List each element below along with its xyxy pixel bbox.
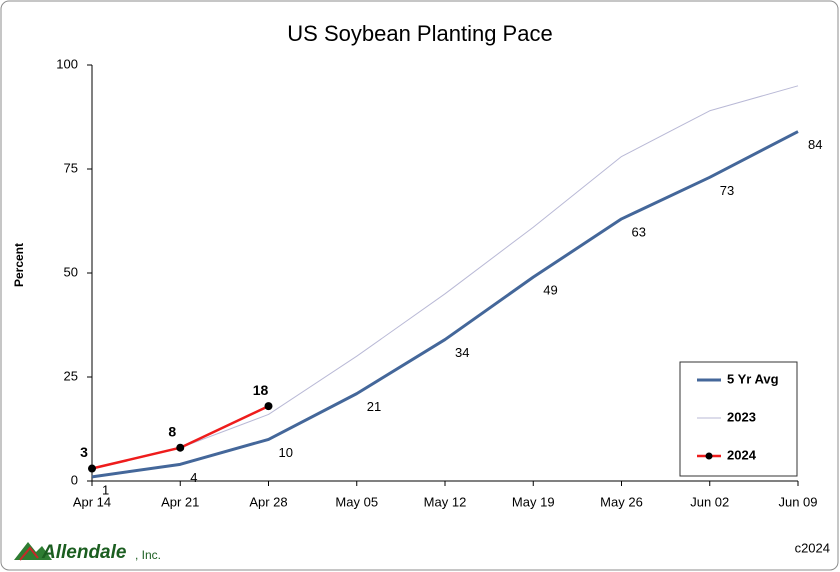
x-tick-label: Jun 02 (690, 494, 729, 509)
logo-text: Allendale (41, 542, 127, 563)
x-tick-label: May 19 (512, 494, 555, 509)
x-tick-label: May 26 (600, 494, 643, 509)
y-tick-label: 50 (64, 264, 78, 279)
y-tick-label: 25 (64, 368, 78, 383)
x-tick-label: Apr 28 (249, 494, 287, 509)
chart-title: US Soybean Planting Pace (287, 21, 552, 46)
data-label: 21 (367, 399, 381, 414)
data-label: 10 (279, 445, 293, 460)
legend-label: 2023 (727, 409, 756, 424)
series-line (91, 130, 799, 479)
y-axis-label: Percent (12, 243, 26, 287)
data-point (264, 402, 273, 411)
x-tick-label: May 12 (424, 494, 467, 509)
data-label: 1 (102, 482, 109, 497)
data-label: 8 (168, 423, 176, 439)
x-tick-label: Apr 21 (161, 494, 199, 509)
y-tick-label: 75 (64, 160, 78, 175)
data-label: 49 (543, 283, 557, 298)
legend-label: 2024 (727, 447, 757, 462)
data-label: 18 (253, 382, 269, 398)
copyright: c2024 (795, 540, 830, 555)
x-tick-label: Jun 09 (778, 494, 817, 509)
data-label: 84 (808, 137, 822, 152)
legend-marker (705, 452, 713, 460)
data-label: 34 (455, 345, 469, 360)
data-label: 4 (190, 470, 197, 485)
series-line (91, 85, 799, 470)
logo-suffix: , Inc. (135, 548, 161, 562)
x-tick-label: May 05 (335, 494, 378, 509)
data-label: 73 (720, 183, 734, 198)
legend-label: 5 Yr Avg (727, 371, 779, 386)
y-tick-label: 100 (56, 56, 78, 71)
x-tick-label: Apr 14 (73, 494, 111, 509)
y-tick-label: 0 (71, 472, 78, 487)
data-label: 63 (632, 224, 646, 239)
data-point (176, 443, 185, 452)
data-label: 3 (80, 444, 88, 460)
logo-icon-accent (19, 546, 39, 561)
data-point (88, 464, 96, 473)
logo: Allendale , Inc. (14, 542, 161, 563)
